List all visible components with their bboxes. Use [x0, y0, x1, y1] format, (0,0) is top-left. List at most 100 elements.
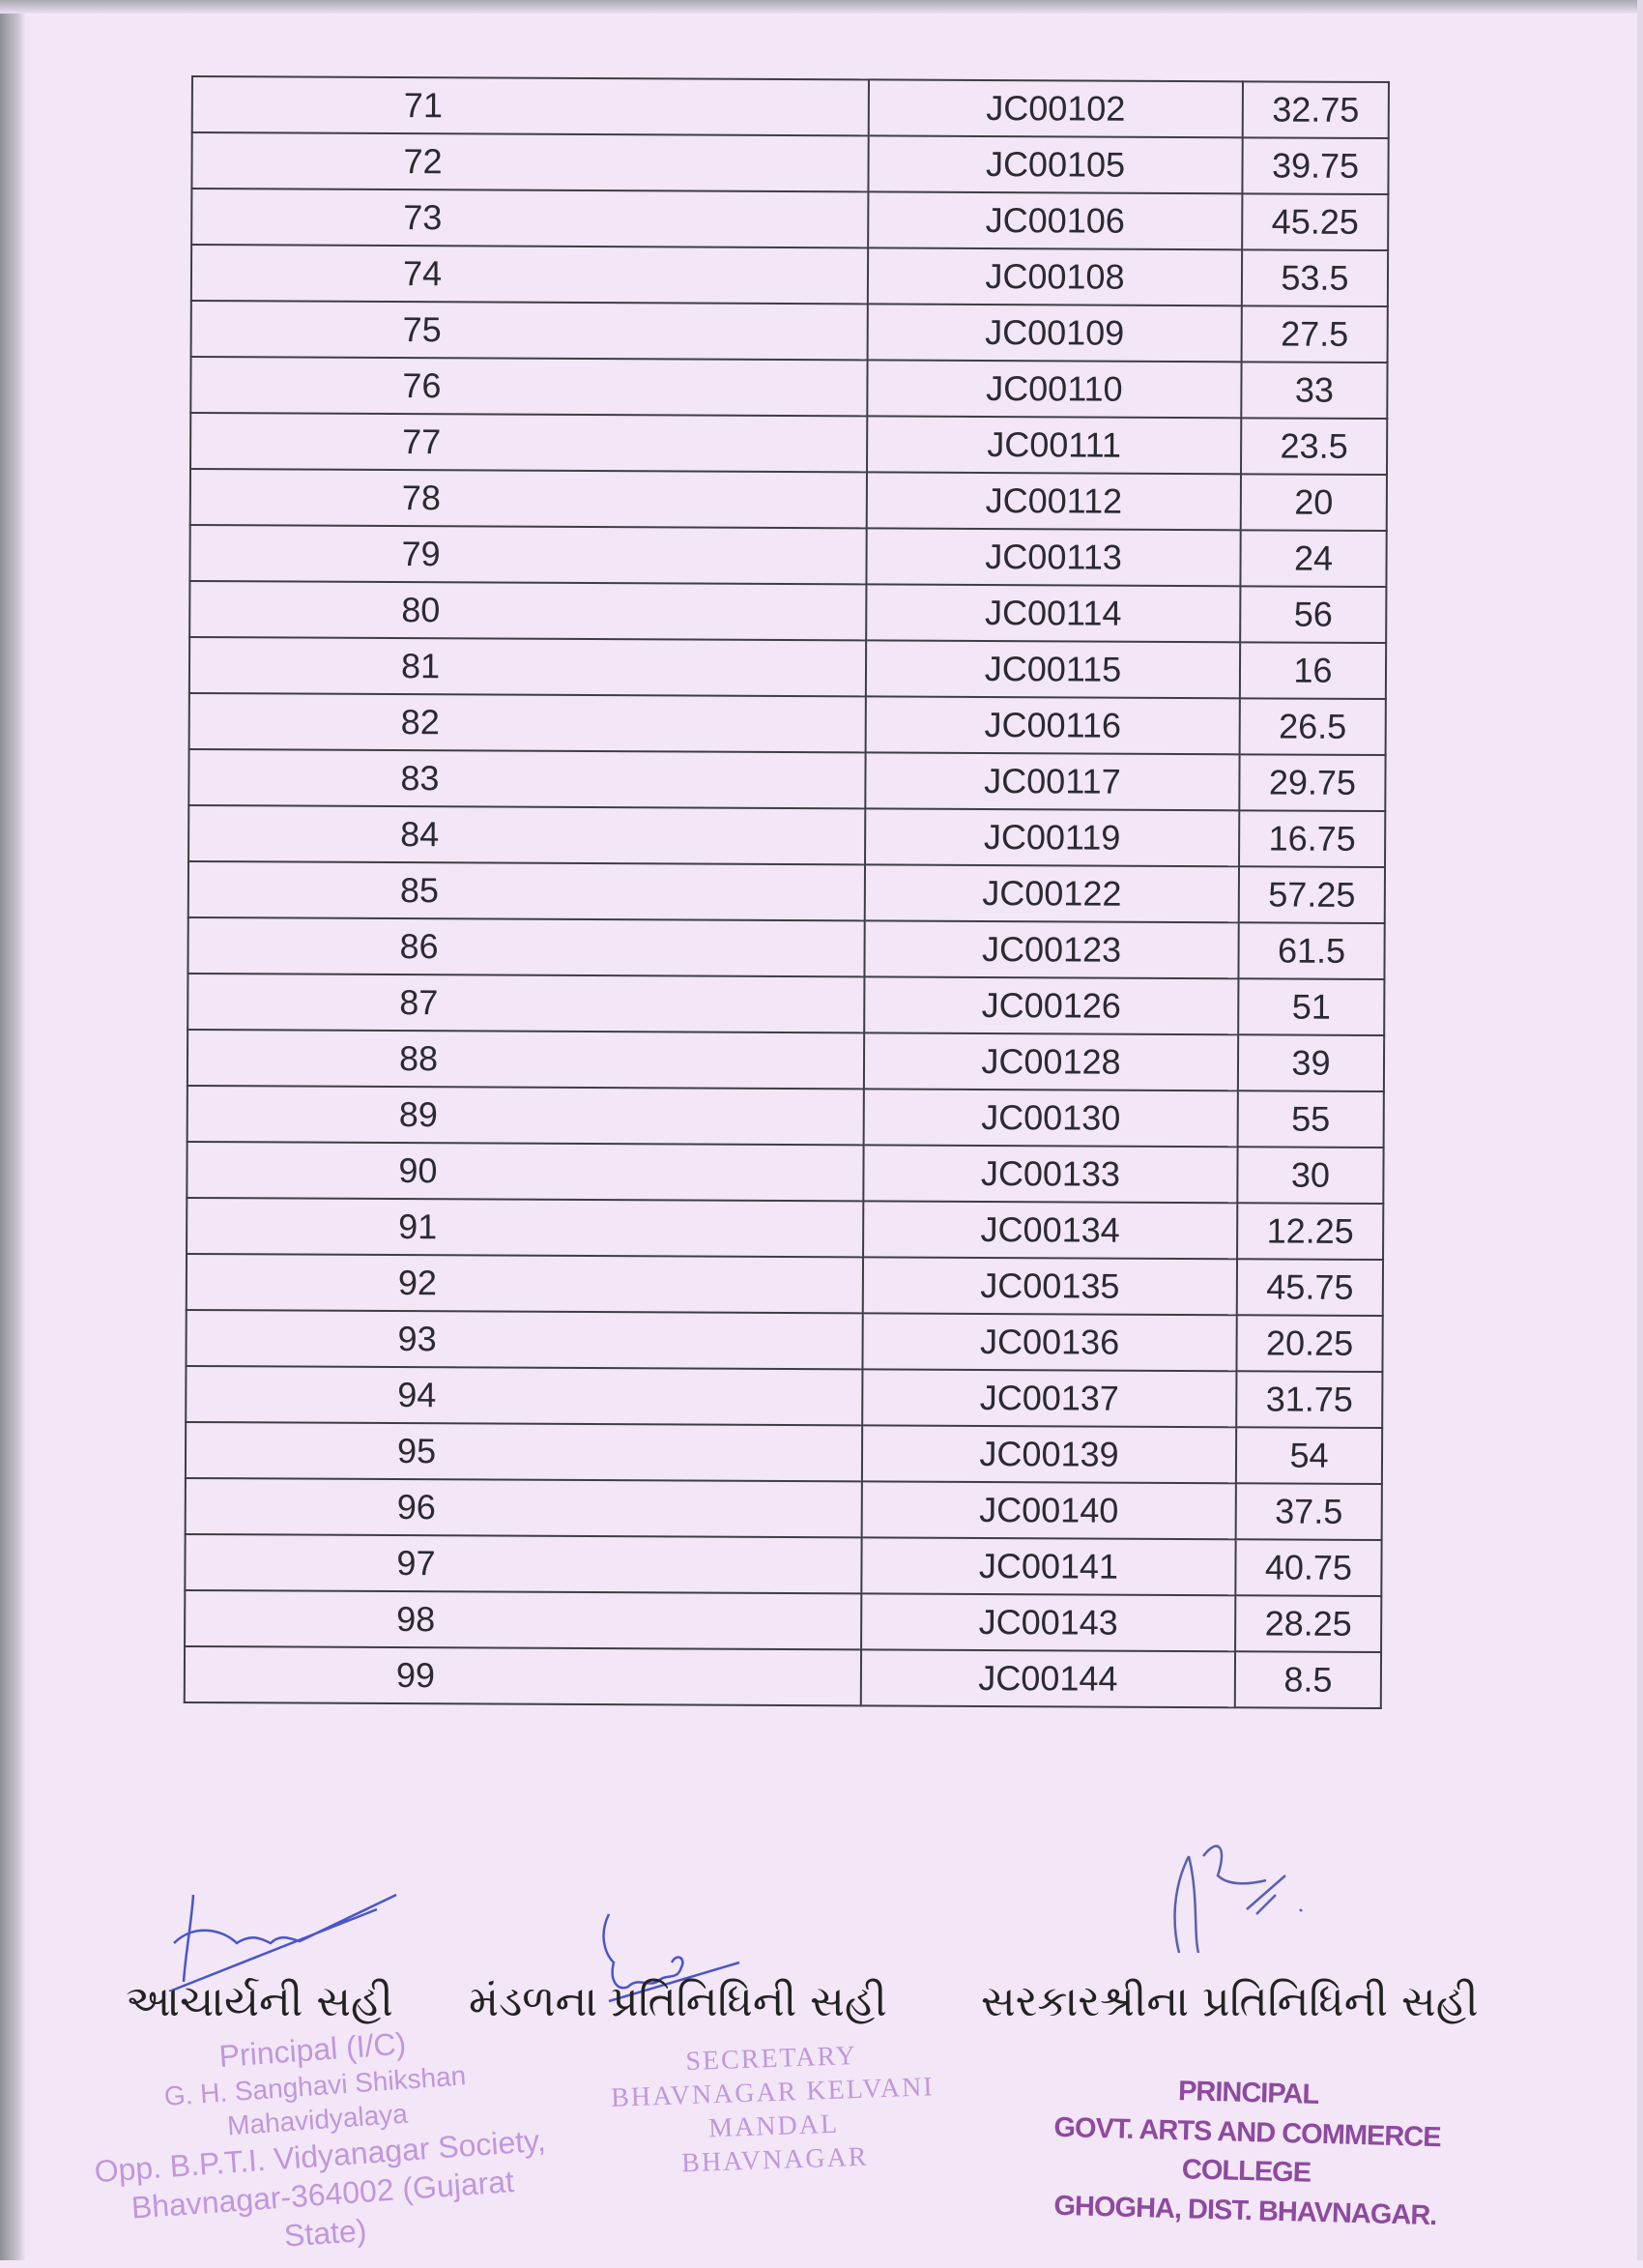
- table-row: 72 JC00105 39.75: [191, 132, 1389, 195]
- candidate-code-cell: JC00112: [866, 472, 1241, 531]
- serial-number-cell: 90: [187, 1141, 864, 1202]
- table-row: 96 JC00140 37.5: [185, 1477, 1382, 1541]
- principal-stamp: Principal (I/C) G. H. Sanghavi Shikshan …: [80, 2015, 559, 2268]
- table-row: 87 JC00126 51: [187, 973, 1385, 1036]
- serial-number-cell: 83: [188, 748, 866, 809]
- candidate-code-cell: JC00102: [868, 79, 1243, 138]
- serial-number-cell: 76: [190, 357, 868, 417]
- serial-number-cell: 95: [185, 1421, 863, 1482]
- marks-cell: 45.25: [1242, 193, 1389, 251]
- table-row: 83 JC00117 29.75: [188, 748, 1386, 812]
- table-row: 92 JC00135 45.75: [186, 1253, 1384, 1317]
- candidate-code-cell: JC00139: [861, 1425, 1237, 1484]
- candidate-code-cell: JC00106: [868, 191, 1243, 250]
- marks-cell: 45.75: [1236, 1259, 1384, 1317]
- candidate-code-cell: JC00119: [865, 808, 1240, 867]
- table-row: 77 JC00111 23.5: [190, 413, 1388, 476]
- candidate-code-cell: JC00108: [867, 247, 1243, 306]
- scan-edge-top: [0, 0, 1643, 14]
- scan-edge-right: [1637, 0, 1643, 2260]
- marks-cell: 31.75: [1236, 1371, 1383, 1429]
- marks-cell: 40.75: [1235, 1539, 1382, 1597]
- candidate-code-cell: JC00116: [865, 696, 1240, 755]
- table-row: 90 JC00133 30: [187, 1141, 1384, 1205]
- secretary-stamp: SECRETARY BHAVNAGAR KELVANI MANDAL BHAVN…: [549, 2034, 998, 2185]
- candidate-code-cell: JC00144: [860, 1649, 1236, 1708]
- marks-cell: 12.25: [1237, 1203, 1384, 1261]
- serial-number-cell: 84: [188, 804, 866, 865]
- serial-number-cell: 98: [185, 1589, 862, 1650]
- candidate-code-cell: JC00128: [863, 1032, 1239, 1091]
- candidate-code-cell: JC00136: [862, 1313, 1237, 1372]
- table-row: 99 JC00144 8.5: [184, 1645, 1382, 1709]
- serial-number-cell: 88: [187, 1029, 865, 1090]
- marks-cell: 30: [1237, 1147, 1384, 1205]
- table-row: 80 JC00114 56: [189, 580, 1387, 644]
- marks-cell: 53.5: [1241, 249, 1389, 307]
- serial-number-cell: 78: [189, 469, 868, 529]
- table-row: 75 JC00109 27.5: [190, 301, 1388, 363]
- candidate-code-cell: JC00134: [863, 1201, 1238, 1260]
- candidate-code-cell: JC00130: [863, 1089, 1238, 1148]
- serial-number-cell: 86: [187, 916, 865, 977]
- serial-number-cell: 96: [185, 1477, 862, 1538]
- candidate-code-cell: JC00115: [865, 640, 1241, 699]
- candidate-code-cell: JC00141: [861, 1537, 1236, 1596]
- marks-cell: 16: [1239, 642, 1387, 700]
- marks-cell: 51: [1238, 978, 1385, 1036]
- marks-cell: 20.25: [1236, 1315, 1383, 1373]
- serial-number-cell: 97: [185, 1533, 862, 1594]
- serial-number-cell: 91: [187, 1197, 864, 1258]
- marks-cell: 29.75: [1239, 754, 1386, 812]
- serial-number-cell: 77: [190, 413, 868, 473]
- table-row: 74 JC00108 53.5: [190, 245, 1389, 307]
- table-row: 71 JC00102 32.75: [191, 76, 1389, 139]
- serial-number-cell: 81: [188, 636, 867, 697]
- table-row: 82 JC00116 26.5: [188, 692, 1386, 756]
- candidate-code-cell: JC00109: [867, 304, 1242, 363]
- serial-number-cell: 80: [189, 580, 867, 641]
- marks-cell: 57.25: [1238, 866, 1386, 924]
- serial-number-cell: 99: [184, 1645, 862, 1706]
- table-row: 91 JC00134 12.25: [187, 1197, 1384, 1261]
- serial-number-cell: 75: [190, 301, 868, 361]
- table-row: 73 JC00106 45.25: [191, 189, 1389, 251]
- serial-number-cell: 82: [188, 692, 866, 753]
- table-row: 76 JC00110 33: [190, 357, 1388, 420]
- candidate-code-cell: JC00126: [864, 976, 1239, 1035]
- table-row: 85 JC00122 57.25: [187, 860, 1386, 924]
- table-row: 86 JC00123 61.5: [187, 916, 1385, 980]
- serial-number-cell: 93: [186, 1309, 863, 1370]
- candidate-code-cell: JC00105: [868, 135, 1243, 194]
- table-row: 97 JC00141 40.75: [185, 1533, 1382, 1597]
- marks-cell: 33: [1241, 362, 1388, 420]
- mandal-signature: [602, 1913, 740, 2003]
- stamp-line: GOVT. ARTS AND COMMERCE COLLEGE: [1053, 2111, 1441, 2189]
- marks-cell: 27.5: [1241, 305, 1388, 363]
- serial-number-cell: 87: [187, 973, 865, 1033]
- scan-edge-left: [0, 0, 25, 2260]
- marks-cell: 26.5: [1239, 698, 1386, 756]
- table-row: 81 JC00115 16: [188, 636, 1387, 700]
- serial-number-cell: 94: [186, 1365, 863, 1426]
- marks-cell: 39: [1237, 1034, 1385, 1092]
- serial-number-cell: 85: [187, 860, 866, 921]
- candidate-code-cell: JC00111: [867, 416, 1242, 475]
- principal-signature-label: આચાર્યની સહી: [126, 1977, 393, 2026]
- table-row: 79 JC00113 24: [189, 524, 1387, 588]
- marks-cell: 37.5: [1235, 1483, 1382, 1541]
- principal-signature: [168, 1893, 397, 1992]
- candidate-code-cell: JC00133: [863, 1145, 1238, 1204]
- candidate-code-cell: JC00135: [862, 1257, 1238, 1316]
- serial-number-cell: 72: [191, 132, 869, 192]
- candidate-code-cell: JC00110: [867, 360, 1242, 419]
- govt-signature-label: સરકારશ્રીના પ્રતિનિધિની સહી: [981, 1977, 1479, 2026]
- candidate-code-cell: JC00123: [864, 920, 1239, 979]
- marks-cell: 56: [1240, 586, 1387, 644]
- table-row: 88 JC00128 39: [187, 1029, 1385, 1092]
- marks-cell: 16.75: [1239, 810, 1386, 868]
- marks-cell: 39.75: [1242, 137, 1389, 195]
- serial-number-cell: 73: [191, 189, 869, 248]
- candidate-code-cell: JC00122: [864, 864, 1240, 923]
- mandal-signature-label: મંડળના પ્રતિનિધિની સહી: [469, 1977, 887, 2026]
